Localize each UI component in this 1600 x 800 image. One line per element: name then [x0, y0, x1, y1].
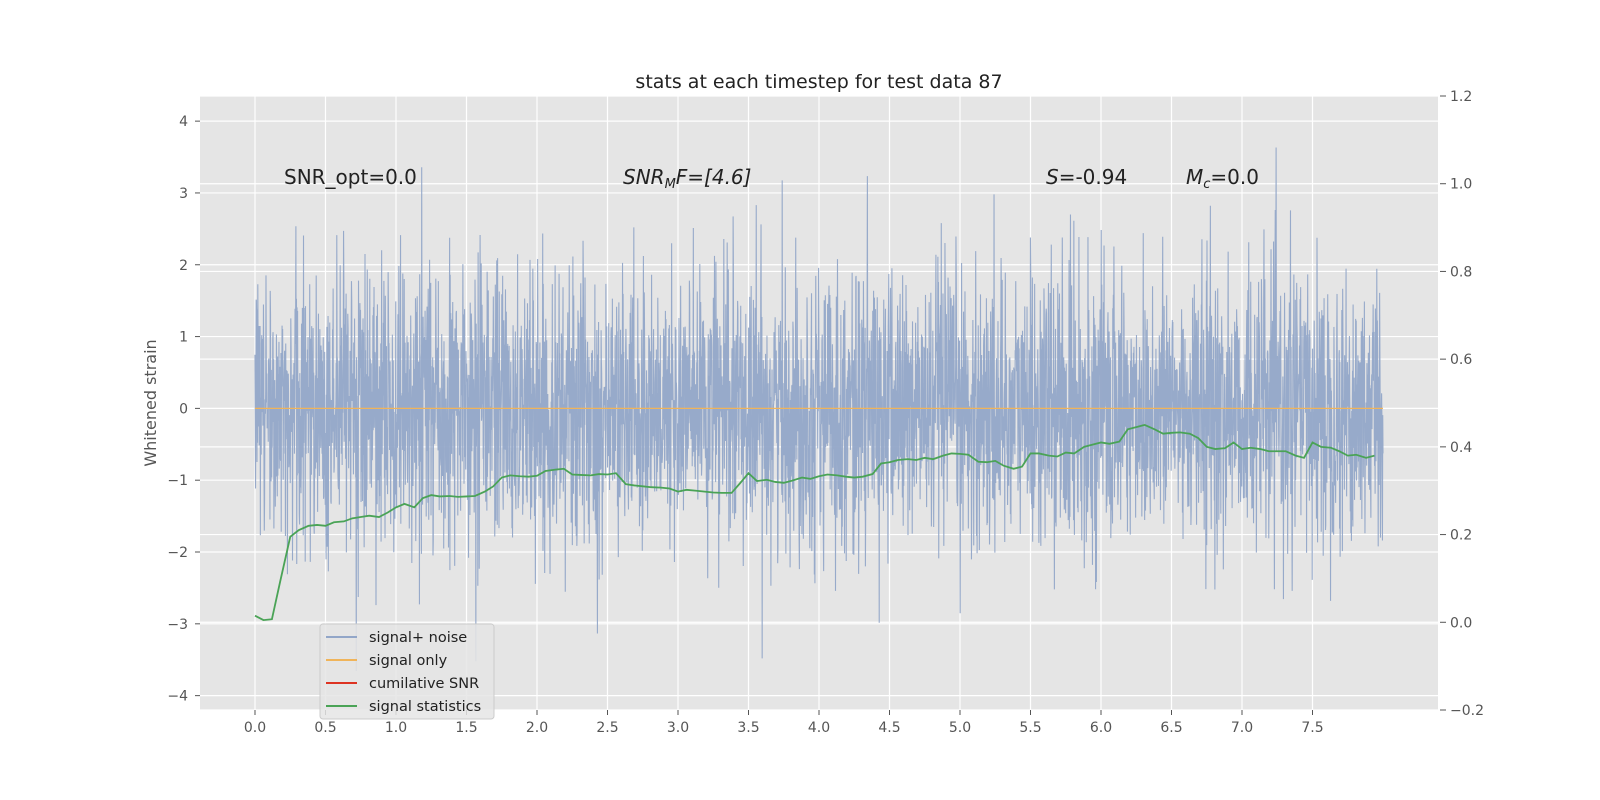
y-tick-label: 2: [179, 258, 188, 274]
annotation-snr-mf-prefix: SNR: [623, 165, 665, 189]
y-tick-label: −4: [167, 689, 188, 705]
x-tick-label: 0.5: [314, 720, 336, 736]
legend-box: [319, 623, 495, 720]
x-tick-label: 4.0: [808, 720, 830, 736]
x-tick-label: 6.0: [1090, 720, 1112, 736]
signal-statistics-series: [254, 423, 1375, 622]
annotation-snr-mf-sub: M: [665, 177, 676, 192]
x-tick-label: 5.0: [949, 720, 971, 736]
axis-ticks: 0.0 0.5 1.0 1.5 2.0 2.5 3.0 3.5 4.0 4.5 5.0 5.5 6.0 6…: [167, 89, 1484, 736]
x-tick-label: 5.5: [1019, 720, 1041, 736]
annotation-s-value: =-0.94: [1059, 165, 1128, 189]
y-axis-label: Whitened strain: [141, 339, 160, 466]
y-tick-label: −3: [167, 617, 188, 633]
legend-label-signal-statistics: signal statistics: [369, 699, 481, 715]
x-tick-label: 7.0: [1231, 720, 1253, 736]
x-tick-label: 7.5: [1301, 720, 1323, 736]
legend-label-signal-only: signal only: [369, 653, 448, 669]
y2-tick-label: −0.2: [1450, 703, 1484, 719]
y-tick-label: −2: [167, 545, 188, 561]
y2-tick-label: 1.0: [1450, 177, 1472, 193]
y2-tick-label: 0.4: [1450, 440, 1472, 456]
y-tick-label: 1: [179, 330, 188, 346]
annotation-snr-mf: SNRMF=[4.6]: [623, 165, 751, 192]
x-tick-label: 1.0: [385, 720, 407, 736]
y-tick-label: −1: [167, 473, 188, 489]
y-tick-label: 3: [179, 186, 188, 202]
annotation-mc-prefix: M: [1186, 165, 1203, 189]
y2-tick-label: 0.8: [1450, 264, 1472, 280]
chart-title: stats at each timestep for test data 87: [635, 71, 1002, 93]
y2-tick-label: 0.2: [1450, 528, 1472, 544]
y2-tick-label: 1.2: [1450, 89, 1472, 105]
annotation-snr-mf-f: F=[4.6]: [676, 165, 752, 189]
annotation-mc-sub: c: [1203, 177, 1210, 192]
x-tick-label: 2.0: [526, 720, 548, 736]
signal-statistics-line: [254, 423, 1375, 622]
annotation-mc: Mc=0.0: [1186, 165, 1259, 192]
annotation-s-prefix: S: [1046, 165, 1059, 189]
x-tick-label: 3.0: [667, 720, 689, 736]
x-tick-label: 6.5: [1160, 720, 1182, 736]
x-tick-label: 0.0: [244, 720, 266, 736]
legend-label-signal-noise: signal+ noise: [369, 630, 467, 646]
x-tick-label: 1.5: [455, 720, 477, 736]
annotation-snr-opt: SNR_opt=0.0: [284, 165, 417, 189]
x-tick-label: 2.5: [596, 720, 618, 736]
annotation-s: S=-0.94: [1046, 165, 1127, 189]
signal-noise-series: [254, 147, 1384, 672]
signal-noise-line: [254, 147, 1384, 672]
y2-tick-label: 0.6: [1450, 352, 1472, 368]
y2-tick-label: 0.0: [1450, 615, 1472, 631]
legend-label-cumulative-snr: cumilative SNR: [369, 676, 479, 692]
y-tick-label: 4: [179, 114, 188, 130]
legend: signal+ noise signal only cumilative SNR…: [319, 623, 495, 720]
y-tick-label: 0: [179, 401, 188, 417]
x-tick-label: 3.5: [737, 720, 759, 736]
x-tick-label: 4.5: [878, 720, 900, 736]
annotation-mc-value: =0.0: [1210, 165, 1259, 189]
